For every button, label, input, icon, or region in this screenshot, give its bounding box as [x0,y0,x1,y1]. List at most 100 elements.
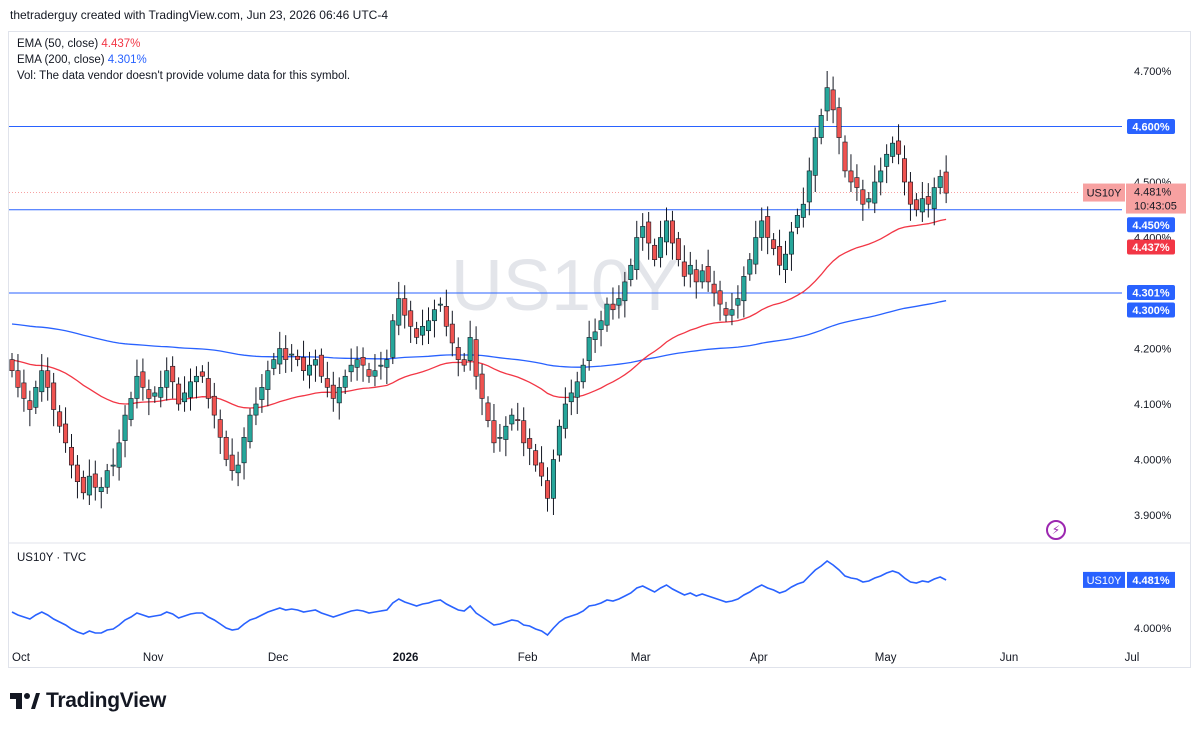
ema200-line [11,300,947,368]
candle [289,344,295,372]
candle [116,429,122,481]
candle [420,309,426,346]
candle-body [681,261,687,277]
candle [86,459,92,506]
candle-body [402,298,408,316]
candle-body [747,259,753,275]
candle-body [663,220,669,243]
candle [907,172,913,221]
candle-body [449,323,455,344]
candle [652,238,658,267]
candle-body [669,220,675,244]
candle [199,365,205,383]
x-tick-label: Oct [12,652,31,664]
ema200-value: 4.301% [107,54,147,66]
y-tick-label: 4.000% [1134,455,1172,467]
candle [925,183,931,218]
candle-body [443,306,449,327]
countdown-tag: 10:43:05 [1134,201,1177,213]
candle [104,463,110,494]
candle-body [164,370,170,388]
candle-body [306,364,312,376]
lightning-icon[interactable]: ⚡ [1046,520,1066,540]
candle [176,377,182,411]
candle-body [800,203,806,218]
candle [378,351,384,380]
candle-body [705,266,711,283]
candle [503,416,509,457]
candle [646,211,652,260]
x-tick-label: Nov [143,652,164,664]
candle [134,359,140,409]
candle [580,358,586,389]
candle-body [241,436,247,464]
candle-body [634,237,640,270]
candle-body [188,381,194,398]
candle-body [491,420,497,444]
ema200-legend[interactable]: EMA (200, close) 4.301% [17,54,147,66]
candle [152,386,158,403]
candle-body [925,196,931,205]
y-tick-label: 3.900% [1134,510,1172,522]
candle-body [890,142,896,157]
candle-body [872,181,878,204]
candle-body [116,442,122,468]
candle-body [913,199,919,211]
candle [455,337,461,377]
candle-body [717,290,723,305]
candle [211,382,217,429]
candle [497,423,503,452]
candle [759,207,765,251]
candle [539,446,545,487]
candle [182,376,188,412]
candle-body [39,370,45,393]
sub-price-tag: 4.481% [1132,575,1170,587]
candle-body [937,176,943,188]
candle [913,193,919,217]
candle [533,443,539,472]
candle-body [830,89,836,111]
candle-body [699,270,705,283]
candle-body [134,375,140,399]
candle [146,379,152,416]
candle [771,233,777,256]
candle [878,157,884,196]
candle [15,354,21,398]
ema50-legend[interactable]: EMA (50, close) 4.437% [17,38,141,50]
candle-body [9,359,15,372]
candle [247,408,253,449]
price-tag-ema50: 4.437% [1132,242,1170,254]
candle [937,169,943,195]
candle [693,259,699,299]
x-tick-label: 2026 [393,652,419,664]
candle [223,430,229,467]
candle-body [229,454,235,471]
candle [592,318,598,353]
candle [806,157,812,216]
candle [301,340,307,381]
candle-body [485,402,491,421]
candle [658,220,664,268]
candle-body [265,370,271,390]
candle [193,366,199,399]
candle-body [836,107,842,138]
candle-body [110,464,116,467]
candle-body [610,303,616,310]
candle [98,477,104,509]
y-tick-label: 4.700% [1134,66,1172,78]
candle [372,354,378,387]
candle [27,390,33,427]
candle [485,396,491,428]
tradingview-mark-icon [10,693,40,709]
candle [354,346,360,381]
x-tick-label: Jul [1125,652,1140,664]
sub-symbol-tag-bg [1083,571,1125,588]
candle-body [158,387,164,398]
candle-body [104,470,110,488]
candle [324,361,330,398]
candle [80,470,86,500]
candle [836,97,842,155]
candle [586,320,592,371]
candle-body [753,237,759,265]
